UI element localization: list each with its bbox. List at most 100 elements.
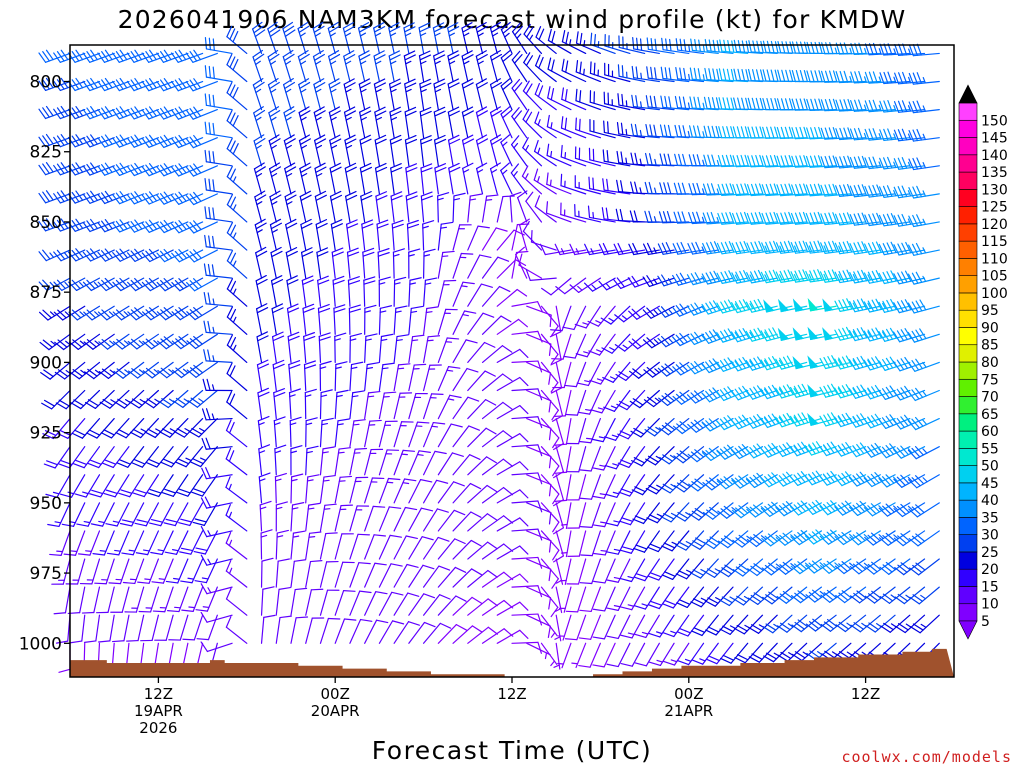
wind-barb [408,277,422,307]
wind-barb [334,361,348,392]
wind-barb [315,219,328,251]
wind-barb [592,614,616,640]
wind-barb [461,22,474,55]
wind-barb [313,106,326,139]
wind-barb [152,586,174,613]
wind-barb [267,49,280,83]
wind-barb [746,240,778,255]
wind-barb [467,456,497,476]
wind-barb [364,591,388,616]
wind-barb [588,176,616,195]
wind-barb [423,335,441,364]
wind-barb [489,78,503,111]
wind-barb [522,137,543,167]
wind-barb [191,474,218,497]
wind-barb [334,332,347,364]
wind-barb [112,305,145,321]
wind-barb [98,333,130,350]
wind-barb [500,78,513,111]
wind-barb [406,219,420,251]
wind-barb [393,506,418,532]
wind-barb [762,586,793,605]
wind-barb [908,157,940,171]
wind-barb [601,207,631,223]
wind-barb [344,162,357,195]
wind-barb [732,183,764,197]
wind-barb [605,474,631,498]
wind-barb [290,587,308,616]
wind-barb [566,446,587,473]
wind-barb [530,230,557,251]
wind-barb [349,361,364,392]
wind-barb [560,173,587,195]
wind-barb [567,502,587,529]
wind-barb [553,502,564,535]
wind-barb [53,190,86,204]
wind-barb [534,195,557,223]
wind-barb [437,423,463,448]
wind-barb [716,241,749,255]
wind-barb [226,334,248,364]
wind-barb [604,62,631,83]
wind-barb [603,91,631,111]
wind-barb [617,417,646,440]
wind-barb [820,127,852,140]
wind-barb [908,530,940,547]
wind-barb [576,361,602,387]
colorbar-label: 90 [981,320,999,336]
wind-barb [526,530,552,553]
wind-barb [312,50,325,83]
wind-barb [185,191,218,206]
wind-barb [364,619,389,644]
wind-barb [647,586,675,610]
wind-barb [587,305,616,327]
wind-barb [805,558,837,574]
wind-barb [61,502,86,527]
wind-barb [592,586,616,612]
wind-barb [314,134,327,167]
wind-barb [834,500,867,516]
wind-barb [156,277,189,292]
wind-barb [313,78,326,111]
wind-barb [363,276,376,307]
wind-barb [557,642,572,669]
wind-barb [43,446,71,469]
wind-barb [761,154,793,168]
wind-barb [541,277,572,296]
wind-barb [566,417,587,445]
wind-barb [300,218,313,251]
wind-barb [452,454,481,476]
wind-barb [374,106,387,139]
wind-barb [388,78,402,111]
wind-barb [288,388,301,420]
wind-barb [554,474,572,503]
wind-barb [282,49,295,83]
x-tick-label: 12Z [497,685,526,703]
wind-barb [393,363,411,392]
wind-barb [792,356,823,370]
wind-barb [511,330,543,343]
wind-barb [201,408,233,421]
wind-barb [252,78,265,111]
wind-barb [578,614,602,640]
wind-barb [437,279,457,307]
wind-barb [467,254,492,279]
wind-barb [820,70,852,83]
wind-barb [253,134,266,167]
wind-barb [226,109,248,139]
wind-barb [349,447,368,476]
wind-barb [540,305,559,337]
colorbar-swatch [958,223,978,242]
wind-barb [467,513,498,532]
wind-barb [850,614,881,633]
colorbar-label: 80 [981,355,999,371]
wind-barb [452,625,483,644]
wind-barb [677,642,705,666]
wind-barb [226,137,248,167]
wind-barb [82,106,115,120]
wind-barb [631,94,660,111]
wind-barb [540,530,560,561]
wind-barb [447,78,460,111]
wind-barb [119,502,145,527]
wind-barb [747,586,778,606]
